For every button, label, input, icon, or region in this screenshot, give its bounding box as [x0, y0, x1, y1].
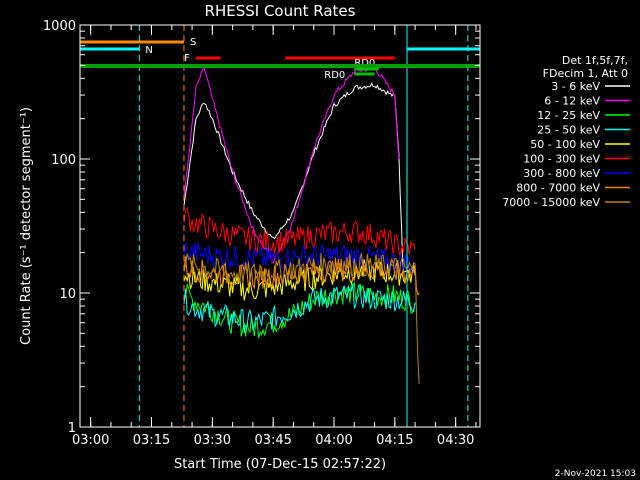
legend-label-1: 6 - 12 keV	[544, 95, 600, 108]
state-bar-label-5: RD0	[354, 58, 375, 69]
series-line-3	[183, 284, 416, 333]
legend-label-7: 800 - 7000 keV	[516, 182, 600, 195]
state-bar-label-1: N	[145, 45, 152, 56]
y-tick-label-0: 1	[68, 421, 76, 436]
chart-title: RHESSI Count Rates	[205, 2, 356, 20]
x-tick-label-3: 03:45	[254, 433, 291, 448]
state-bar-label-3: F	[184, 53, 190, 64]
legend-label-3: 25 - 50 keV	[537, 124, 600, 137]
x-tick-label-1: 03:15	[133, 433, 170, 448]
legend-header-0: Det 1f,5f,7f,	[562, 54, 628, 67]
series-layer	[183, 66, 420, 384]
state-bars-layer: S N F RD0 RD0	[80, 37, 480, 81]
legend-label-6: 300 - 800 keV	[523, 167, 600, 180]
legend-label-0: 3 - 6 keV	[551, 80, 600, 93]
y-axis-label: Count Rate (s⁻¹ detector segment⁻¹)	[19, 107, 34, 345]
plot-frame	[79, 24, 481, 428]
series-line-4	[183, 258, 416, 301]
markers-layer	[79, 25, 469, 427]
series-line-8	[183, 252, 420, 384]
x-tick-label-2: 03:30	[194, 433, 231, 448]
state-bar-label-6: RD0	[324, 70, 345, 81]
legend-label-8: 7000 - 15000 keV	[502, 196, 600, 209]
x-tick-label-0: 03:00	[72, 433, 109, 448]
series-line-2	[183, 280, 416, 339]
legend-label-2: 12 - 25 keV	[537, 109, 600, 122]
x-axis-label: Start Time (07-Dec-15 02:57:22)	[174, 457, 386, 472]
y-tick-label-3: 1000	[43, 19, 76, 34]
series-line-7	[183, 256, 420, 296]
series-line-5	[183, 206, 416, 256]
state-bar-label-0: S	[190, 37, 196, 48]
x-tick-label-4: 04:00	[315, 433, 352, 448]
y-tick-label-1: 10	[59, 287, 76, 302]
legend-header-1: FDecim 1, Att 0	[543, 67, 628, 80]
series-line-0	[183, 82, 416, 273]
axes-layer: 03:00 03:15 03:30 03:45 04:00 04:15 04:30 1 10 10…	[43, 19, 480, 448]
legend-label-4: 50 - 100 keV	[530, 138, 600, 151]
x-tick-label-5: 04:15	[376, 433, 413, 448]
y-tick-label-2: 100	[51, 153, 76, 168]
legend-label-5: 100 - 300 keV	[523, 153, 600, 166]
legend: Det 1f,5f,7f,FDecim 1, Att 03 - 6 keV 6 -…	[502, 54, 630, 209]
x-tick-label-6: 04:30	[437, 433, 474, 448]
footer-date: 2-Nov-2021 15:03	[555, 469, 636, 479]
